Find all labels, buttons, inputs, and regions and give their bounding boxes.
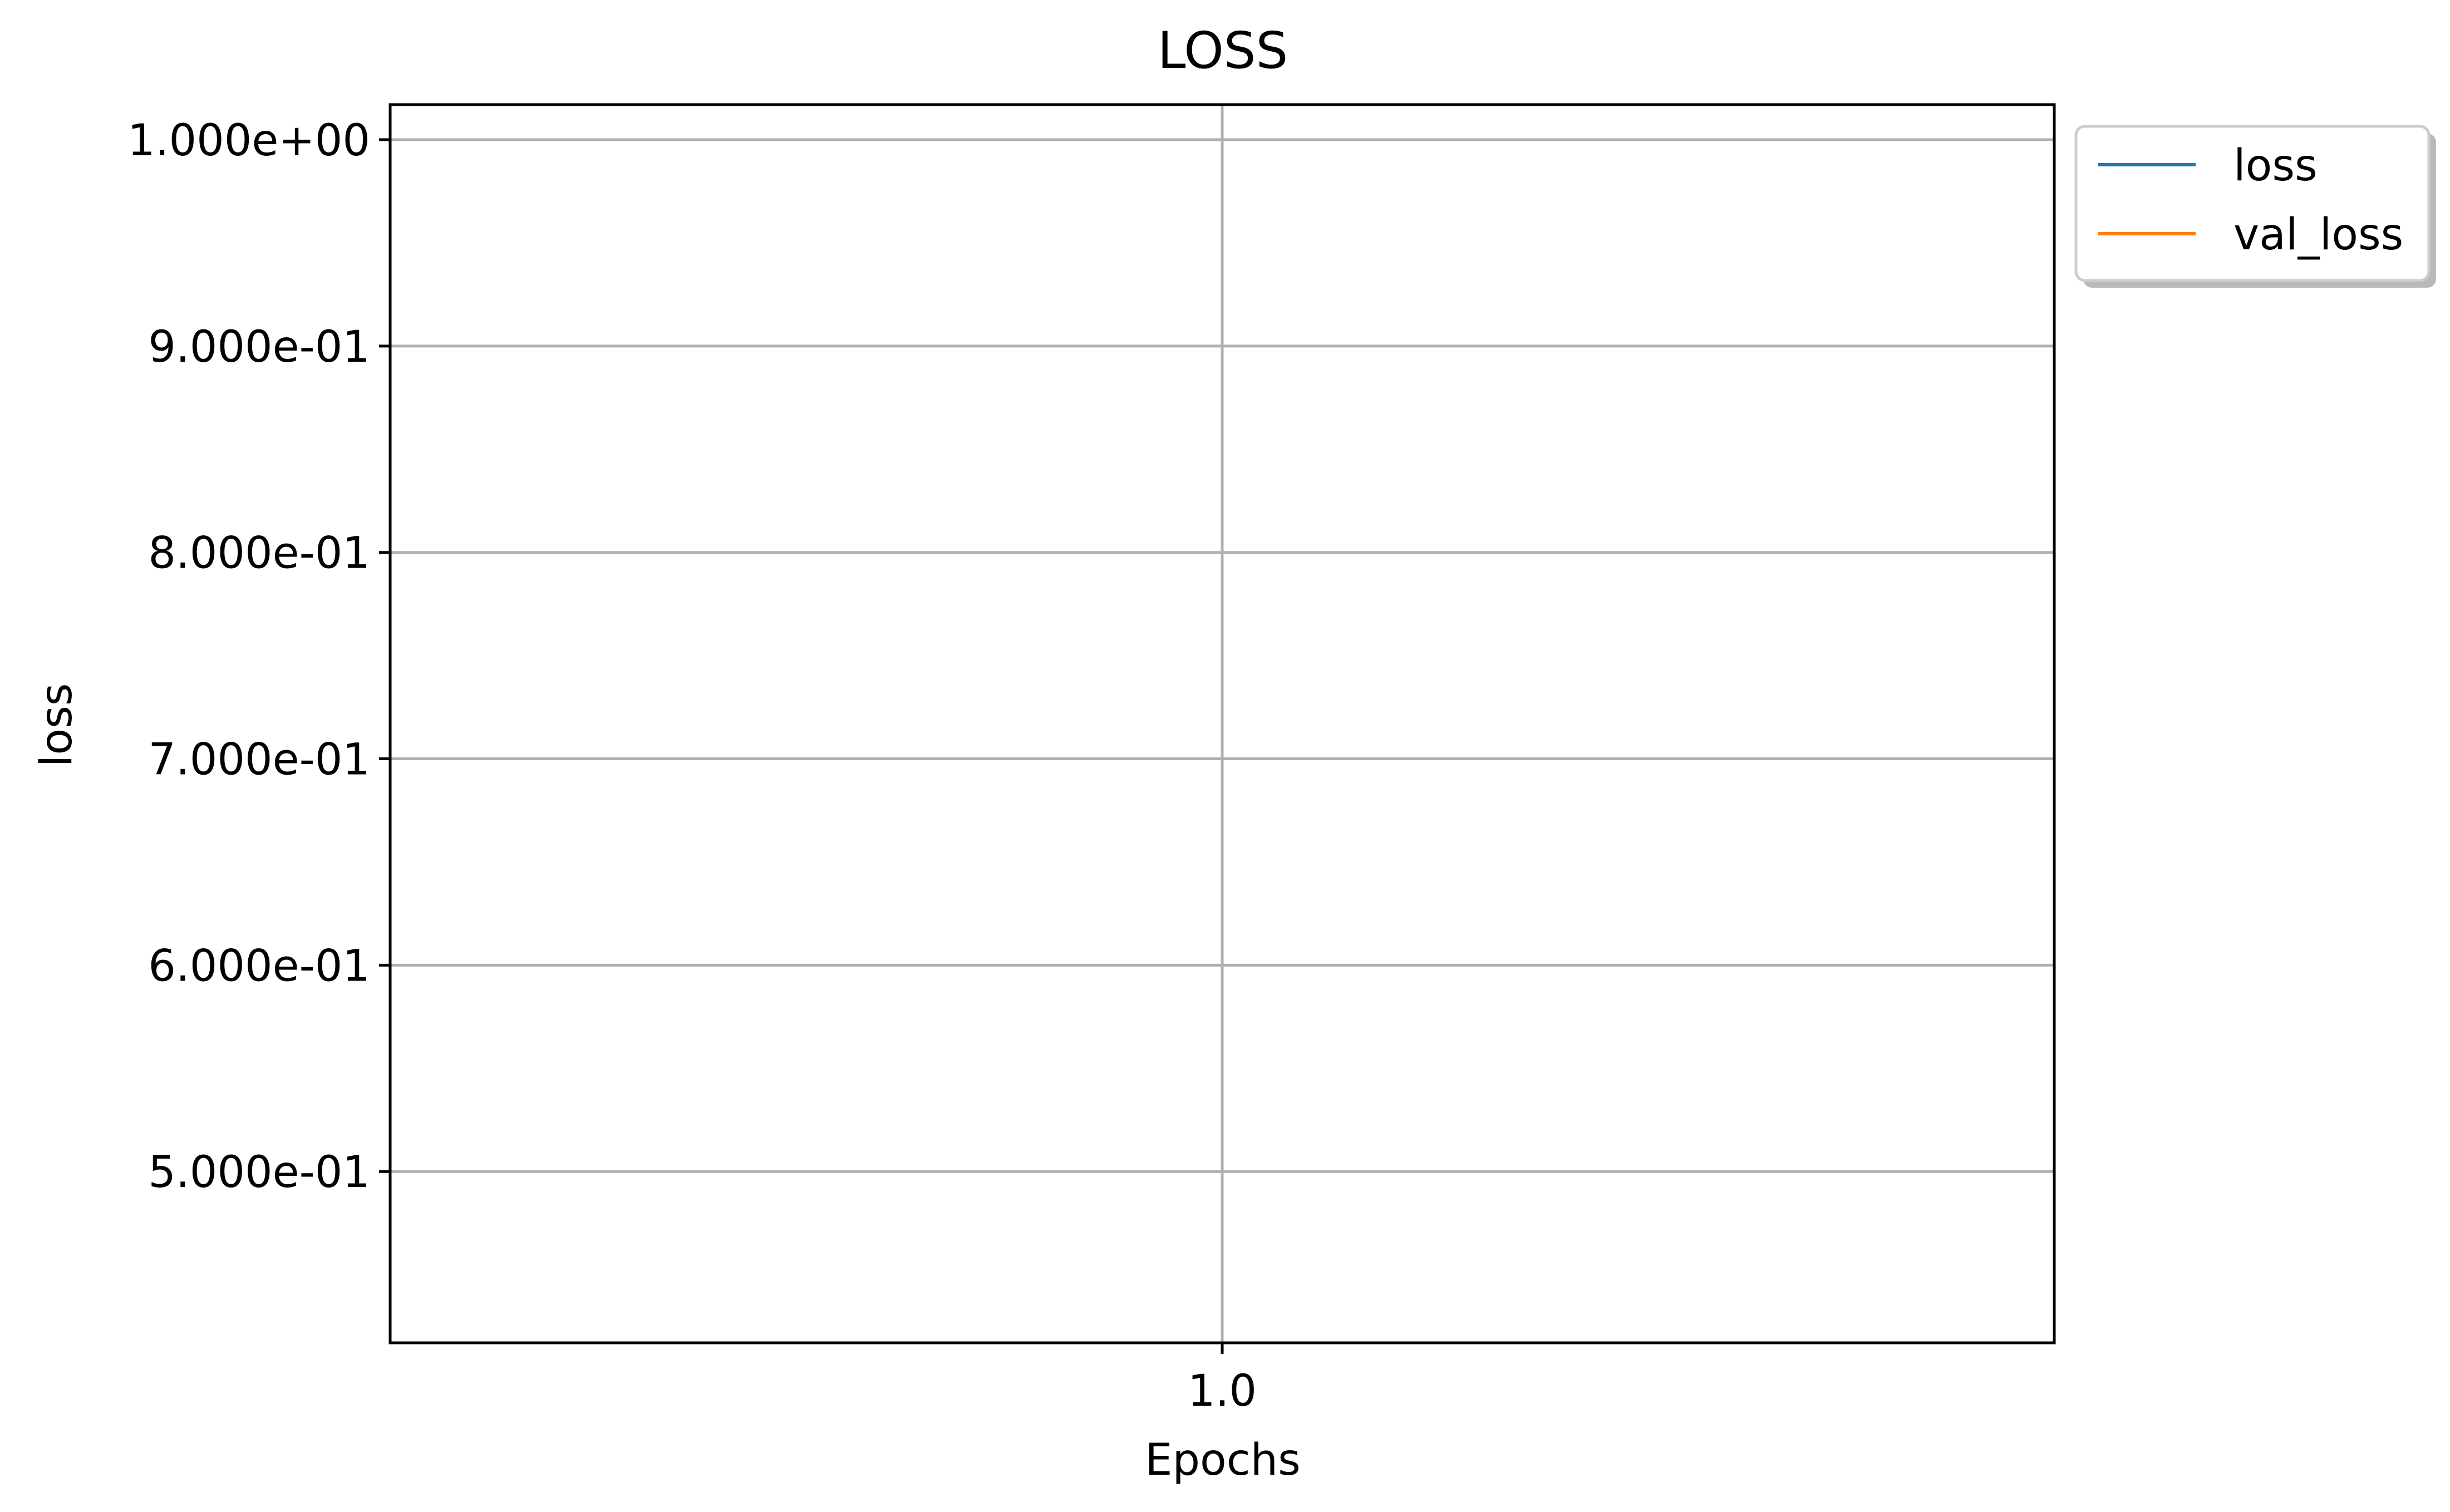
chart-title: LOSS [1158, 22, 1288, 80]
legend: loss val_loss [2074, 125, 2436, 288]
y-tick-label: 5.000e-01 [148, 1147, 370, 1198]
x-tick-label: 1.0 [1188, 1366, 1257, 1416]
x-axis-label: Epochs [1145, 1435, 1300, 1485]
y-tick-label: 7.000e-01 [148, 735, 370, 785]
y-tick-label: 8.000e-01 [148, 529, 370, 579]
y-tick-label: 1.000e+00 [127, 116, 370, 166]
y-tick-label: 6.000e-01 [148, 941, 370, 991]
legend-label-loss: loss [2233, 141, 2318, 191]
grid-lines [390, 105, 2054, 1343]
y-axis-label: loss [32, 683, 82, 767]
legend-label-val-loss: val_loss [2233, 210, 2403, 260]
axis-ticks: 1.000e+00 9.000e-01 8.000e-01 7.000e-01 6.00… [127, 116, 1257, 1416]
y-tick-label: 9.000e-01 [148, 322, 370, 372]
